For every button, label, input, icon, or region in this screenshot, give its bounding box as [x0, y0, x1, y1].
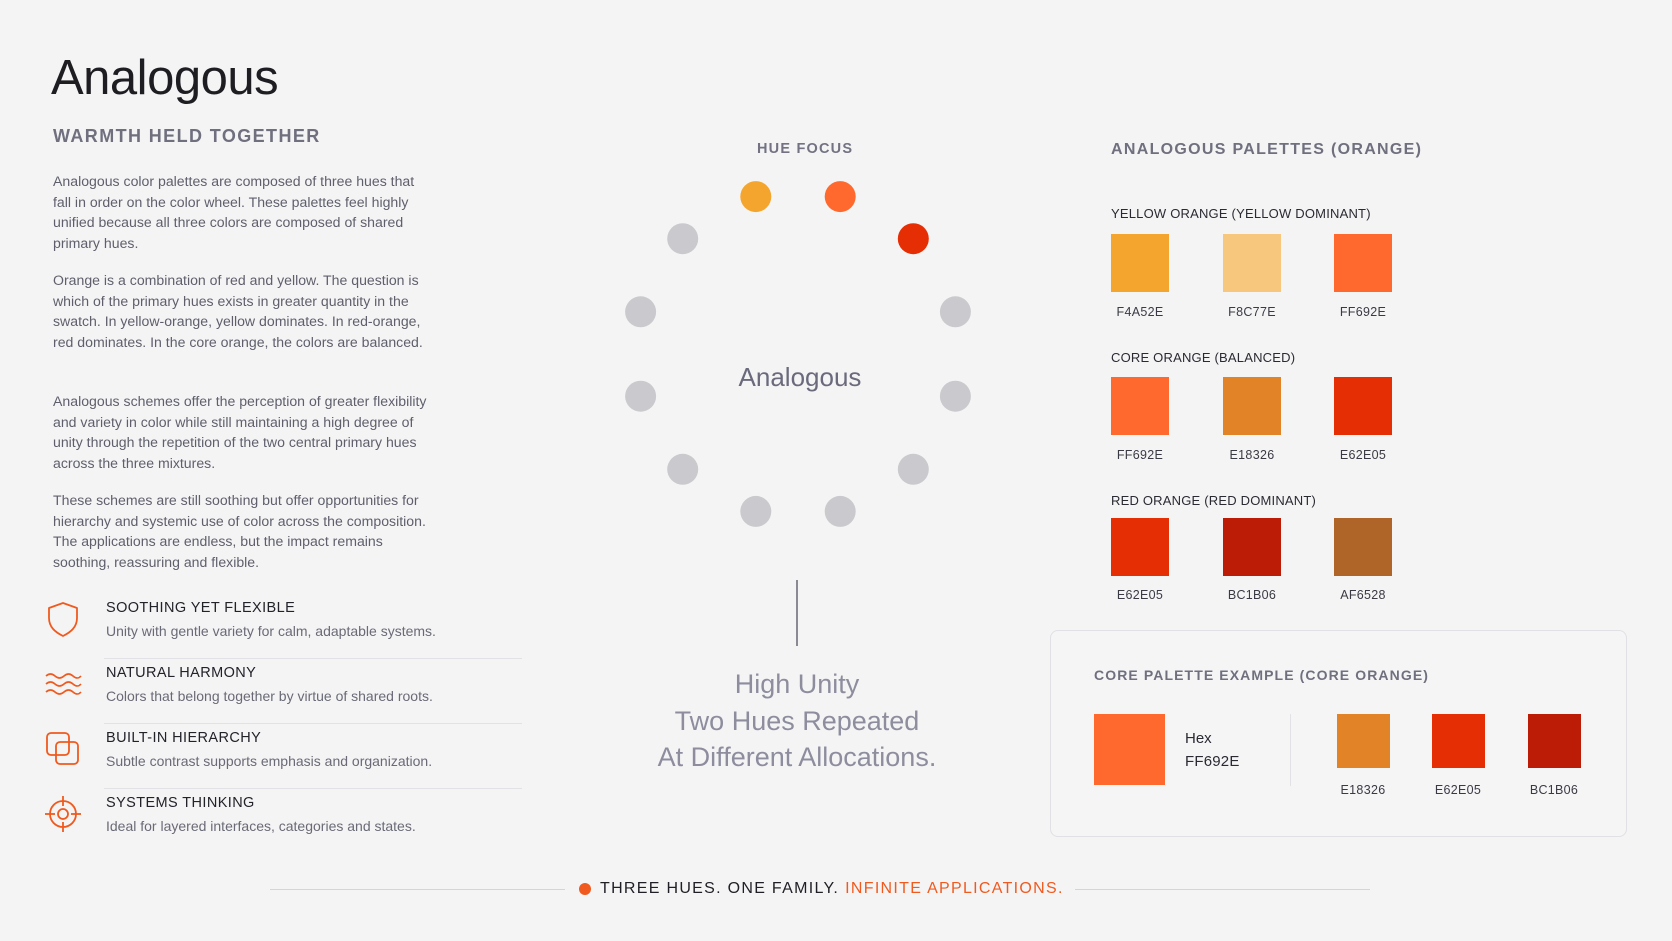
- feature-title: SOOTHING YET FLEXIBLE: [106, 600, 296, 616]
- palette-group-label-core-orange: CORE ORANGE (BALANCED): [1111, 350, 1296, 365]
- wheel-center-label: Analogous: [738, 362, 862, 392]
- footer-rule-right: [1075, 889, 1370, 890]
- swatch-hex-label: F8C77E: [1228, 305, 1276, 319]
- hue-dot: [625, 380, 657, 412]
- core-hex-value: FF692E: [1185, 753, 1240, 770]
- feature-divider: [104, 658, 522, 659]
- wheel-stem-line: [796, 580, 798, 646]
- hue-dot: [897, 223, 929, 255]
- tagline-line-2: Two Hues Repeated: [674, 705, 920, 736]
- layers-icon: [46, 732, 79, 765]
- hue-dot: [667, 453, 699, 485]
- color-swatch: [1111, 518, 1169, 576]
- swatch-hex-label: FF692E: [1116, 448, 1164, 462]
- core-accent-hex: E62E05: [1434, 783, 1482, 797]
- hue-dot: [824, 181, 856, 213]
- card-divider: [1290, 714, 1291, 786]
- swatch-hex-label: FF692E: [1339, 305, 1387, 319]
- feature-built-in-hierarchy: BUILT-IN HIERARCHY Subtle contrast suppo…: [44, 724, 522, 789]
- color-swatch: [1111, 377, 1169, 435]
- feature-description: Subtle contrast supports emphasis and or…: [106, 753, 433, 769]
- footer-tagline: THREE HUES. ONE FAMILY. INFINITE APPLICAT…: [600, 880, 1064, 898]
- palette-group-label-yellow-orange: YELLOW ORANGE (YELLOW DOMINANT): [1111, 206, 1371, 221]
- feature-title: NATURAL HARMONY: [106, 665, 257, 681]
- hue-dot: [939, 296, 971, 328]
- tagline: High Unity Two Hues Repeated At Differen…: [597, 666, 997, 776]
- hue-dot: [939, 380, 971, 412]
- page-subtitle: WARMTH HELD TOGETHER: [53, 126, 321, 146]
- feature-natural-harmony: NATURAL HARMONY Colors that belong toget…: [44, 659, 522, 724]
- swatch-hex-label: E62E05: [1339, 448, 1387, 462]
- swatch-hex-label: E62E05: [1116, 588, 1164, 602]
- intro-paragraph-3: Analogous schemes offer the perception o…: [53, 393, 427, 471]
- color-swatch: [1223, 234, 1281, 292]
- swatch-hex-label: AF6528: [1340, 588, 1386, 602]
- feature-description: Ideal for layered interfaces, categories…: [106, 818, 416, 834]
- hue-dot: [625, 296, 657, 328]
- swatch-hex-label: E18326: [1229, 448, 1275, 462]
- color-swatch: [1334, 377, 1392, 435]
- core-accent-hex: E18326: [1340, 783, 1386, 797]
- footer-dot-icon: [579, 883, 591, 895]
- footer-text: THREE HUES. ONE FAMILY.: [600, 880, 840, 897]
- feature-title: BUILT-IN HIERARCHY: [106, 730, 262, 746]
- hue-dot: [740, 495, 772, 527]
- shield-icon: [48, 602, 78, 637]
- color-swatch: [1223, 377, 1281, 435]
- feature-systems-thinking: SYSTEMS THINKING Ideal for layered inter…: [44, 789, 522, 854]
- color-swatch: [1334, 518, 1392, 576]
- color-swatch: [1223, 518, 1281, 576]
- feature-soothing-yet-flexible: SOOTHING YET FLEXIBLE Unity with gentle …: [44, 594, 522, 659]
- hue-focus-label: HUE FOCUS: [757, 141, 854, 157]
- core-palette-title: CORE PALETTE EXAMPLE (CORE ORANGE): [1094, 667, 1430, 683]
- intro-paragraph-4: These schemes are still soothing but off…: [53, 492, 426, 570]
- core-main-swatch: [1094, 714, 1165, 785]
- color-swatch: [1334, 234, 1392, 292]
- footer-accent-text: INFINITE APPLICATIONS.: [845, 880, 1064, 897]
- footer-rule-left: [270, 889, 565, 890]
- palette-group-label-red-orange: RED ORANGE (RED DOMINANT): [1111, 493, 1317, 508]
- hue-dot: [897, 453, 929, 485]
- color-wheel: [625, 181, 971, 527]
- crosshair-icon: [45, 796, 81, 832]
- feature-divider: [104, 723, 522, 724]
- page-title: Analogous: [51, 51, 279, 105]
- tagline-line-3: At Different Allocations.: [657, 742, 937, 772]
- intro-paragraph-1: Analogous color palettes are composed of…: [53, 173, 415, 251]
- core-accent-swatch: [1528, 714, 1581, 768]
- core-accent-swatch: [1337, 714, 1390, 768]
- hue-dot: [740, 181, 772, 213]
- palettes-heading: ANALOGOUS PALETTES (ORANGE): [1111, 141, 1423, 158]
- core-accent-swatch: [1432, 714, 1485, 768]
- waves-icon: [45, 673, 82, 695]
- tagline-line-1: High Unity: [734, 669, 860, 699]
- swatch-hex-label: BC1B06: [1227, 588, 1277, 602]
- core-accent-hex: BC1B06: [1529, 783, 1579, 797]
- color-swatch: [1111, 234, 1169, 292]
- feature-divider: [104, 788, 522, 789]
- feature-title: SYSTEMS THINKING: [106, 795, 255, 811]
- hue-dot: [667, 223, 699, 255]
- hue-dot: [824, 495, 856, 527]
- feature-description: Unity with gentle variety for calm, adap…: [106, 623, 436, 639]
- intro-paragraph-2: Orange is a combination of red and yello…: [53, 272, 423, 350]
- core-hex-label: Hex: [1185, 730, 1212, 747]
- feature-description: Colors that belong together by virtue of…: [106, 688, 433, 704]
- swatch-hex-label: F4A52E: [1116, 305, 1164, 319]
